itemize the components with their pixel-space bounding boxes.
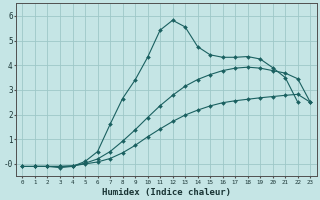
- X-axis label: Humidex (Indice chaleur): Humidex (Indice chaleur): [102, 188, 231, 197]
